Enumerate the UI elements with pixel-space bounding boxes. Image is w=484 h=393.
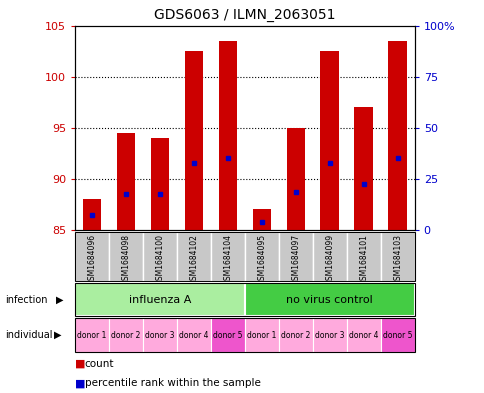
Bar (286, 128, 304, 230)
Bar (75, 232, 109, 281)
Text: donor 2: donor 2 (111, 331, 140, 340)
Text: individual: individual (5, 330, 52, 340)
Bar (380, 318, 414, 352)
Bar (143, 318, 177, 352)
Text: donor 4: donor 4 (179, 331, 208, 340)
Bar (151, 138, 169, 230)
Text: no virus control: no virus control (286, 295, 372, 305)
Text: GSM1684097: GSM1684097 (291, 234, 300, 285)
Text: GSM1684096: GSM1684096 (88, 234, 96, 285)
Bar (278, 232, 312, 281)
Text: donor 5: donor 5 (382, 331, 411, 340)
Bar (117, 133, 135, 230)
Bar (143, 232, 177, 281)
Bar (320, 51, 338, 230)
Bar (75, 283, 244, 316)
Bar (244, 318, 278, 352)
Bar (83, 199, 101, 230)
Bar (388, 41, 406, 230)
Text: count: count (85, 358, 114, 369)
Bar (312, 318, 346, 352)
Text: GSM1684099: GSM1684099 (325, 234, 333, 285)
Bar (312, 232, 346, 281)
Bar (244, 283, 414, 316)
Text: percentile rank within the sample: percentile rank within the sample (85, 378, 260, 388)
Text: donor 1: donor 1 (247, 331, 276, 340)
Text: ■: ■ (75, 378, 86, 388)
Bar (354, 107, 372, 230)
Title: GDS6063 / ILMN_2063051: GDS6063 / ILMN_2063051 (154, 8, 335, 22)
Bar (109, 318, 143, 352)
Text: donor 3: donor 3 (315, 331, 344, 340)
Bar (177, 318, 211, 352)
Text: donor 3: donor 3 (145, 331, 174, 340)
Bar (346, 318, 380, 352)
Bar (211, 232, 244, 281)
Text: infection: infection (5, 295, 47, 305)
Bar (278, 318, 312, 352)
Text: influenza A: influenza A (129, 295, 191, 305)
Bar (380, 232, 414, 281)
Text: GSM1684104: GSM1684104 (223, 234, 232, 285)
Bar (109, 232, 143, 281)
Bar (252, 209, 271, 230)
Text: ■: ■ (75, 358, 86, 369)
Text: donor 5: donor 5 (213, 331, 242, 340)
Bar (177, 232, 211, 281)
Text: GSM1684098: GSM1684098 (121, 234, 130, 285)
Text: donor 2: donor 2 (281, 331, 310, 340)
Bar (218, 41, 237, 230)
Bar (184, 51, 203, 230)
Text: donor 1: donor 1 (77, 331, 106, 340)
Bar (211, 318, 244, 352)
Text: GSM1684095: GSM1684095 (257, 234, 266, 285)
Text: ▶: ▶ (56, 295, 63, 305)
Bar (75, 318, 109, 352)
Text: donor 4: donor 4 (348, 331, 378, 340)
Text: GSM1684101: GSM1684101 (359, 234, 367, 285)
Text: ▶: ▶ (54, 330, 61, 340)
Bar (346, 232, 380, 281)
Text: GSM1684102: GSM1684102 (189, 234, 198, 285)
Text: GSM1684103: GSM1684103 (393, 234, 401, 285)
Bar (244, 232, 278, 281)
Text: GSM1684100: GSM1684100 (155, 234, 164, 285)
